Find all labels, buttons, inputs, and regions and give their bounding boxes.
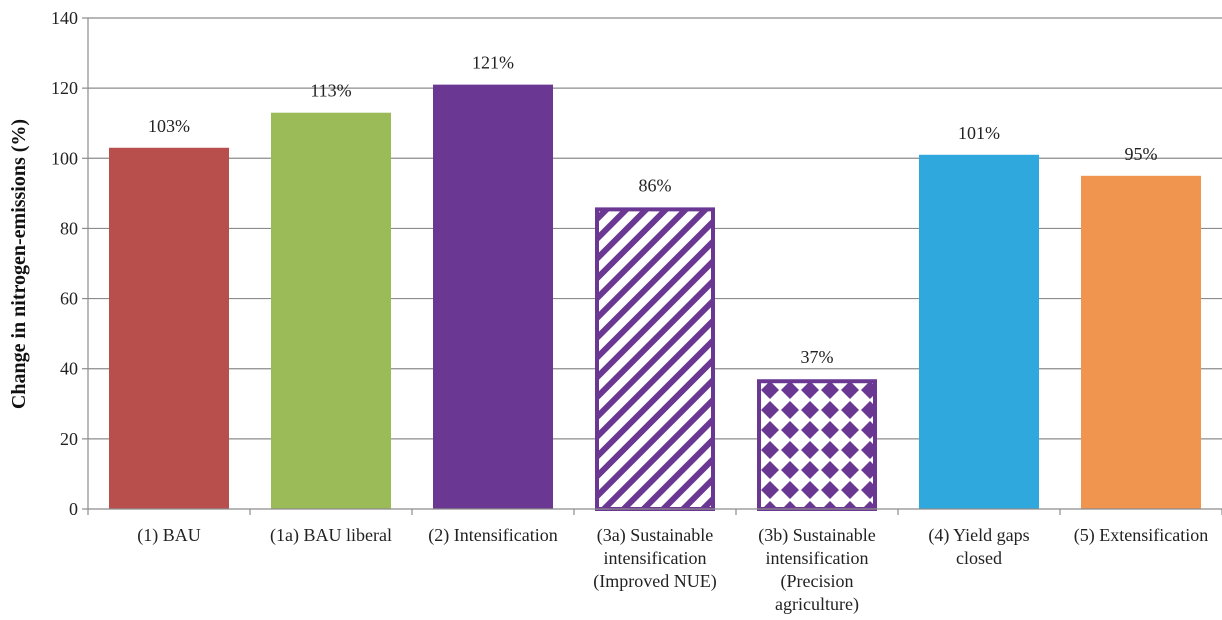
data-label: 121% bbox=[472, 53, 514, 73]
bar bbox=[109, 147, 229, 509]
bar bbox=[433, 84, 553, 509]
x-category-label: (3b) Sustainable bbox=[758, 525, 875, 546]
x-category-label: agriculture) bbox=[775, 594, 859, 615]
x-category-label: (Improved NUE) bbox=[593, 571, 716, 592]
data-label: 86% bbox=[639, 175, 672, 195]
y-tick-label: 80 bbox=[60, 218, 78, 238]
bar bbox=[595, 207, 715, 511]
x-category-label: (1a) BAU liberal bbox=[270, 525, 392, 546]
x-category-label: (2) Intensification bbox=[428, 525, 557, 546]
x-category-label: (4) Yield gaps bbox=[928, 525, 1029, 546]
x-category-label: intensification bbox=[766, 548, 869, 568]
x-category-label: intensification bbox=[604, 548, 707, 568]
x-category-labels: (1) BAU (1a) BAU liberal (2) Intensificati… bbox=[137, 525, 1208, 615]
x-category-label: (Precision bbox=[781, 571, 854, 592]
axes bbox=[87, 18, 1222, 515]
y-tick-label: 40 bbox=[60, 359, 78, 379]
bar bbox=[757, 379, 877, 511]
data-label: 101% bbox=[958, 123, 1000, 143]
x-category-label: closed bbox=[956, 548, 1002, 568]
x-category-label: (5) Extensification bbox=[1074, 525, 1208, 546]
data-label: 37% bbox=[801, 347, 834, 367]
y-tick-labels: 0 20 40 60 80 100 120 140 bbox=[51, 8, 78, 519]
bar bbox=[271, 112, 391, 509]
y-tick-label: 60 bbox=[60, 289, 78, 309]
bar bbox=[919, 154, 1039, 509]
data-label: 113% bbox=[310, 81, 351, 101]
y-tick-label: 20 bbox=[60, 429, 78, 449]
x-category-label: (3a) Sustainable bbox=[597, 525, 713, 546]
data-label: 103% bbox=[148, 116, 190, 136]
data-label: 95% bbox=[1125, 144, 1158, 164]
y-tick-label: 120 bbox=[51, 78, 78, 98]
y-tick-label: 0 bbox=[69, 499, 78, 519]
y-axis-title: Change in nitrogen-emissions (%) bbox=[8, 119, 30, 409]
y-tick-label: 140 bbox=[51, 8, 78, 28]
y-tick-label: 100 bbox=[51, 148, 78, 168]
bar bbox=[1081, 175, 1201, 510]
data-labels: 103% 113% 121% 86% 37% 101% 95% bbox=[148, 53, 1158, 368]
bars bbox=[109, 84, 1201, 511]
x-category-label: (1) BAU bbox=[137, 525, 201, 546]
